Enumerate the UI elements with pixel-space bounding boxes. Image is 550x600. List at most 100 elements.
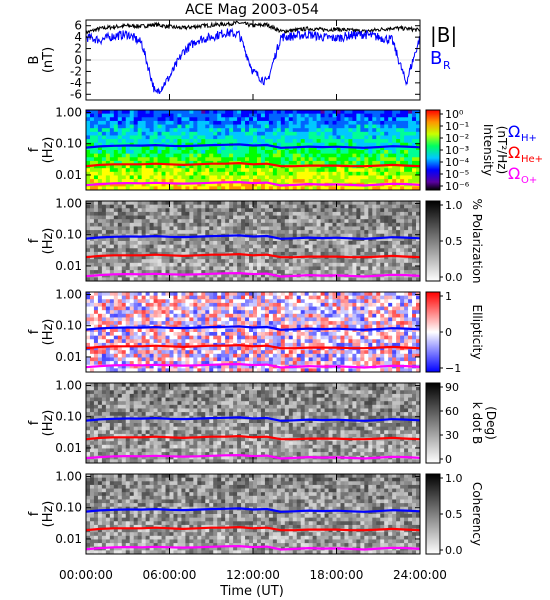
legend-omega-he-plus-sub: He+ — [521, 154, 543, 165]
y-tick-label: -4 — [70, 76, 82, 90]
colorbar-tick-label: 0.5 — [445, 508, 463, 521]
y-tick-label: 0.10 — [55, 501, 82, 515]
colorbar-tick-label: 10⁻³ — [445, 144, 469, 157]
colorbar-tick-label: 0.0 — [445, 544, 463, 557]
colorbar — [425, 473, 441, 555]
y-tick-label: -2 — [70, 64, 82, 78]
gyro-line-he-plus — [85, 525, 421, 532]
x-tick-label: 06:00:00 — [143, 568, 197, 582]
gyro-line-o-plus — [85, 180, 421, 187]
legend-br: B — [430, 48, 442, 69]
colorbar-tick-label: 1 — [445, 290, 452, 303]
colorbar — [425, 382, 441, 464]
spectrogram-cells — [86, 110, 421, 191]
colorbar-tick-label: 0 — [445, 453, 452, 466]
colorbar-tick-label: 1.0 — [445, 472, 463, 485]
colorbar — [425, 109, 441, 191]
colorbar-tick-label: 0.0 — [445, 271, 463, 284]
y-tick-label: 0.01 — [55, 350, 82, 364]
y-axis-unit: (Hz) — [41, 319, 56, 346]
colorbar-tick-label: 10⁻² — [445, 132, 469, 145]
y-axis-unit: (nT) — [41, 47, 56, 73]
y-axis-label: f — [27, 238, 42, 243]
colorbar — [425, 200, 441, 282]
spectrogram-cells — [86, 474, 421, 555]
gyro-line-o-plus — [85, 271, 421, 278]
y-tick-label: 0.01 — [55, 441, 82, 455]
legend-br-sub: R — [443, 59, 451, 72]
y-axis-label: f — [27, 147, 42, 152]
y-tick-label: 1.00 — [55, 469, 82, 483]
colorbar-label: Coherency — [470, 482, 484, 546]
legend-omega-o-plus: Ω — [508, 164, 520, 183]
y-axis-unit: (Hz) — [41, 228, 56, 255]
gyro-line-h-plus — [85, 507, 421, 513]
colorbar-tick-label: −1 — [445, 362, 461, 375]
y-axis-label: B — [27, 56, 42, 65]
y-tick-label: 1.00 — [55, 196, 82, 210]
y-tick-label: 0.10 — [55, 410, 82, 424]
colorbar-unit: (Deg) — [484, 406, 498, 440]
panel-6: 1.0 0.5 0.0 Coherency 1.00 0.10 0.01 f (Hz) — [27, 469, 484, 557]
gyro-line-h-plus — [85, 234, 421, 240]
y-tick-label: 4 — [74, 30, 82, 44]
y-axis-label: f — [27, 329, 42, 334]
y-tick-label: 1.00 — [55, 287, 82, 301]
spectrogram-cells — [86, 383, 421, 464]
gyro-line-o-plus — [85, 544, 421, 551]
colorbar-tick-label: 60 — [445, 405, 459, 418]
colorbar-tick-label: 90 — [445, 381, 459, 394]
gyro-line-h-plus — [85, 143, 421, 149]
y-tick-label: 1.00 — [55, 378, 82, 392]
gyro-line-he-plus — [85, 343, 421, 350]
colorbar-tick-label: 0 — [445, 326, 452, 339]
colorbar-tick-label: 10⁻⁶ — [445, 180, 470, 193]
colorbar-tick-label: 10⁰ — [445, 108, 464, 121]
series-br-line — [85, 27, 420, 94]
x-axis-label: Time (UT) — [219, 584, 284, 599]
y-tick-label: 2 — [74, 42, 82, 56]
y-axis-unit: (Hz) — [41, 410, 56, 437]
y-axis-label: f — [27, 511, 42, 516]
legend-omega-h-plus: Ω — [508, 122, 520, 141]
y-tick-label: 0.10 — [55, 228, 82, 242]
gyro-line-he-plus — [85, 252, 421, 259]
gyro-line-o-plus — [85, 453, 421, 460]
colorbar-tick-label: 10⁻⁵ — [445, 168, 469, 181]
y-tick-label: 0.10 — [55, 137, 82, 151]
y-tick-label: -6 — [70, 87, 82, 101]
legend-omega-he-plus: Ω — [508, 143, 520, 162]
colorbar-label: Intensity — [481, 124, 495, 176]
panel-3: 1.0 0.5 0.0 % Polarization 1.00 0.10 0.01 f (Hz) — [27, 196, 484, 284]
colorbar-tick-label: 30 — [445, 429, 459, 442]
colorbar-tick-label: 10⁻¹ — [445, 120, 469, 133]
y-tick-label: 0.01 — [55, 168, 82, 182]
x-tick-label: 24:00:00 — [393, 568, 447, 582]
y-tick-label: 0.01 — [55, 259, 82, 273]
x-tick-label: 18:00:00 — [310, 568, 364, 582]
colorbar-unit: (nT²/Hz) — [495, 126, 509, 174]
legend-bmag: |B| — [430, 23, 457, 47]
x-tick-label: 00:00:00 — [59, 568, 113, 582]
y-tick-label: 0.10 — [55, 319, 82, 333]
panel-5: 90 60 30 0 k dot B (Deg) 1.00 0.10 0.01 f (Hz) — [27, 378, 498, 466]
x-tick-label: 12:00:00 — [226, 568, 280, 582]
colorbar-label: Ellipticity — [470, 305, 484, 360]
gyro-line-h-plus — [85, 416, 421, 422]
legend-omega-h-plus-sub: H+ — [521, 133, 537, 144]
y-tick-label: 6 — [74, 19, 82, 33]
legend-omega-o-plus-sub: O+ — [521, 175, 537, 186]
colorbar-tick-label: 10⁻⁴ — [445, 156, 470, 169]
y-axis-label: f — [27, 420, 42, 425]
gyro-line-h-plus — [85, 325, 421, 331]
colorbar-tick-label: 1.0 — [445, 199, 463, 212]
colorbar — [425, 291, 441, 373]
colorbar-tick-label: 0.5 — [445, 235, 463, 248]
y-tick-label: 1.00 — [55, 105, 82, 119]
y-tick-label: 0.01 — [55, 532, 82, 546]
spectrogram-cells — [86, 201, 421, 282]
colorbar-label: % Polarization — [470, 199, 484, 284]
